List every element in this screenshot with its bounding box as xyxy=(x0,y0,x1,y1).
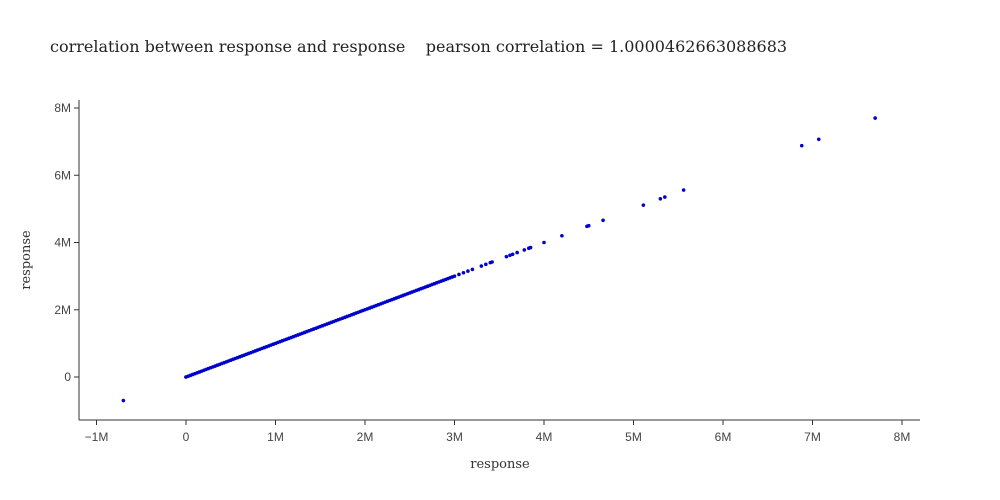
scatter-point xyxy=(873,116,877,120)
x-tick-label: 5M xyxy=(625,430,642,444)
scatter-point xyxy=(601,218,605,223)
scatter-point xyxy=(490,260,494,264)
x-tick-label: 1M xyxy=(267,430,284,444)
scatter-point xyxy=(586,223,591,228)
x-tick-label: 4M xyxy=(536,430,553,444)
scatter-point xyxy=(542,240,546,245)
scatter-point xyxy=(461,270,466,275)
scatter-point xyxy=(522,248,527,252)
scatter-point xyxy=(681,188,686,192)
scatter-point xyxy=(816,137,821,142)
x-tick-label: 8M xyxy=(894,430,911,444)
y-tick-label: 8M xyxy=(54,101,71,115)
scatter-point xyxy=(528,245,533,250)
y-axis-ticks: 0 2M 4M 6M 8M xyxy=(54,101,79,384)
x-tick-label: 7M xyxy=(804,430,821,444)
x-tick-label: 2M xyxy=(357,430,374,444)
scatter-point xyxy=(184,375,188,379)
scatter-point xyxy=(510,252,515,257)
y-tick-label: 4M xyxy=(54,236,71,250)
scatter-point xyxy=(121,398,126,403)
scatter-point xyxy=(799,143,804,148)
scatter-point xyxy=(663,195,667,199)
scatter-point xyxy=(560,233,564,238)
y-tick-label: 0 xyxy=(64,370,71,384)
scatter-point xyxy=(658,196,663,201)
scatter-point xyxy=(515,250,519,255)
scatter-point xyxy=(479,264,484,268)
x-axis-ticks: −1M 0 1M 2M 3M 4M 5M 6M 7M 8M xyxy=(85,420,911,444)
scatter-point xyxy=(466,269,470,273)
scatter-point xyxy=(452,274,457,278)
scatter-points xyxy=(121,116,877,403)
x-axis-title: response xyxy=(470,457,530,472)
scatter-point xyxy=(457,272,461,277)
scatter-point xyxy=(641,203,646,207)
y-axis-title: response xyxy=(19,230,34,290)
scatter-point xyxy=(470,267,475,272)
x-tick-label: 6M xyxy=(715,430,732,444)
x-tick-label: 3M xyxy=(446,430,463,444)
x-tick-label: 0 xyxy=(183,430,190,444)
x-tick-label: −1M xyxy=(85,430,109,444)
y-tick-label: 6M xyxy=(54,168,71,182)
chart-title: correlation between response and respons… xyxy=(50,37,787,56)
scatter-point xyxy=(504,254,509,259)
y-tick-label: 2M xyxy=(54,303,71,317)
scatter-point xyxy=(484,262,488,267)
